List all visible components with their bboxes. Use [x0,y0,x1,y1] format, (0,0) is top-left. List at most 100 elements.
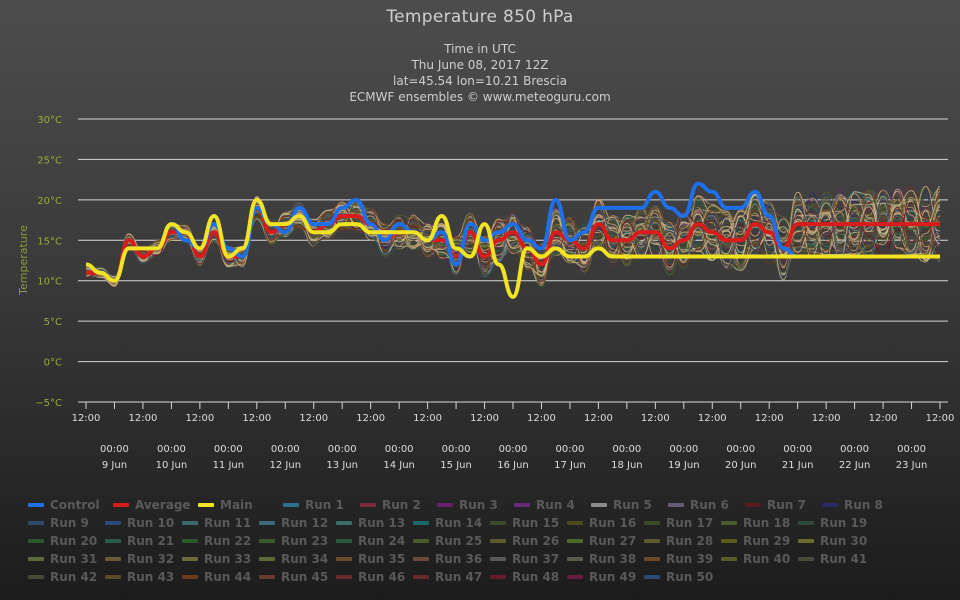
x-tick-label: 12:00 [812,413,841,424]
legend-item[interactable]: Run 50 [644,570,721,584]
x-tick-label: 12:00 [470,413,499,424]
legend-item[interactable]: Run 47 [413,570,490,584]
legend-item[interactable]: Run 48 [490,570,567,584]
legend-label: Run 47 [435,570,483,584]
legend-item[interactable]: Run 46 [336,570,413,584]
run-line [85,193,941,279]
legend-item[interactable]: Run 24 [336,534,413,548]
y-tick-label: −5°C [35,398,62,409]
legend-label: Run 26 [512,534,560,548]
legend-item[interactable]: Run 30 [798,534,875,548]
legend-item[interactable]: Run 1 [283,498,360,512]
legend-item[interactable]: Run 12 [259,516,336,530]
legend-item[interactable]: Run 4 [514,498,591,512]
legend-item[interactable]: Run 23 [259,534,336,548]
legend-item[interactable]: Run 9 [28,516,105,530]
legend-item[interactable]: Control [28,498,113,512]
legend-label: Run 28 [666,534,714,548]
legend-item[interactable]: Run 31 [28,552,105,566]
legend-item[interactable]: Run 19 [798,516,875,530]
y-axis-label: Temperature [17,225,30,296]
legend-item[interactable]: Run 26 [490,534,567,548]
legend-item[interactable]: Run 34 [259,552,336,566]
legend-item[interactable]: Run 13 [336,516,413,530]
legend-item[interactable]: Run 28 [644,534,721,548]
legend-item[interactable]: Run 41 [798,552,875,566]
legend-item[interactable]: Run 32 [105,552,182,566]
x-tick-label: 12:00 [356,413,385,424]
legend-item[interactable]: Run 15 [490,516,567,530]
x-tick-label: 12:00 [299,413,328,424]
legend-swatch [721,557,737,561]
legend-item[interactable]: Run 29 [721,534,798,548]
legend-item[interactable]: Run 20 [28,534,105,548]
legend-item[interactable]: Run 37 [490,552,567,566]
legend-item[interactable]: Run 40 [721,552,798,566]
legend-item[interactable]: Run 25 [413,534,490,548]
legend-item[interactable]: Run 21 [105,534,182,548]
y-axis-ticks: 30°C 25°C 20°C 15°C 10°C 5°C 0°C −5°C [35,115,62,409]
x-tick-label: 12:00 [527,413,556,424]
legend-item[interactable]: Run 42 [28,570,105,584]
legend-label: Run 31 [50,552,98,566]
legend-swatch [514,503,530,507]
legend-item[interactable]: Run 5 [591,498,668,512]
x-day-time: 00:00 [897,444,926,455]
legend-item[interactable]: Run 18 [721,516,798,530]
legend-item[interactable]: Run 11 [182,516,259,530]
y-tick-label: 5°C [44,317,62,328]
legend-swatch [182,575,198,579]
x-day-label: 15 Jun [440,460,472,471]
legend-item[interactable]: Run 43 [105,570,182,584]
legend-item[interactable]: Run 45 [259,570,336,584]
legend-item[interactable]: Run 7 [745,498,822,512]
y-tick-label: 15°C [37,236,62,247]
x-day-label: 10 Jun [156,460,188,471]
legend-item[interactable]: Run 14 [413,516,490,530]
legend-row: Run 42 Run 43 Run 44 Run 45 Run 46 Run 47 Run … [28,568,953,586]
subtitle-line: lat=45.54 lon=10.21 Brescia [393,74,567,88]
legend-label: Run 5 [613,498,652,512]
legend-item[interactable]: Run 36 [413,552,490,566]
legend-swatch [360,503,376,507]
legend-item[interactable]: Average [113,498,198,512]
legend-item[interactable]: Run 39 [644,552,721,566]
y-tick-label: 30°C [37,115,62,126]
legend-swatch [28,557,44,561]
legend-label: Run 8 [844,498,883,512]
legend-swatch [490,521,506,525]
legend-item[interactable]: Run 10 [105,516,182,530]
legend-item[interactable]: Run 16 [567,516,644,530]
legend-label: Run 34 [281,552,329,566]
legend-item[interactable]: Run 3 [437,498,514,512]
legend-item[interactable]: Run 49 [567,570,644,584]
legend-item[interactable]: Run 6 [668,498,745,512]
x-day-label: 22 Jun [839,460,871,471]
legend-label: Run 17 [666,516,714,530]
legend-swatch [490,557,506,561]
legend-swatch [567,575,583,579]
legend-item[interactable]: Run 38 [567,552,644,566]
legend-item[interactable]: Run 17 [644,516,721,530]
legend-swatch [182,557,198,561]
legend-swatch [644,521,660,525]
legend-item[interactable]: Main [198,498,283,512]
x-tick-label: 12:00 [185,413,214,424]
legend-item[interactable]: Run 44 [182,570,259,584]
legend-item[interactable]: Run 33 [182,552,259,566]
legend-label: Run 35 [358,552,406,566]
legend-swatch [336,575,352,579]
legend-label: Control [50,498,100,512]
legend-item[interactable]: Run 8 [822,498,899,512]
legend-item[interactable]: Run 27 [567,534,644,548]
legend-label: Run 21 [127,534,175,548]
legend-item[interactable]: Run 2 [360,498,437,512]
x-tick-label: 12:00 [129,413,158,424]
x-day-time: 00:00 [442,444,471,455]
legend-item[interactable]: Run 22 [182,534,259,548]
legend-swatch [105,521,121,525]
legend-swatch [182,539,198,543]
legend-item[interactable]: Run 35 [336,552,413,566]
x-day-time: 00:00 [840,444,869,455]
